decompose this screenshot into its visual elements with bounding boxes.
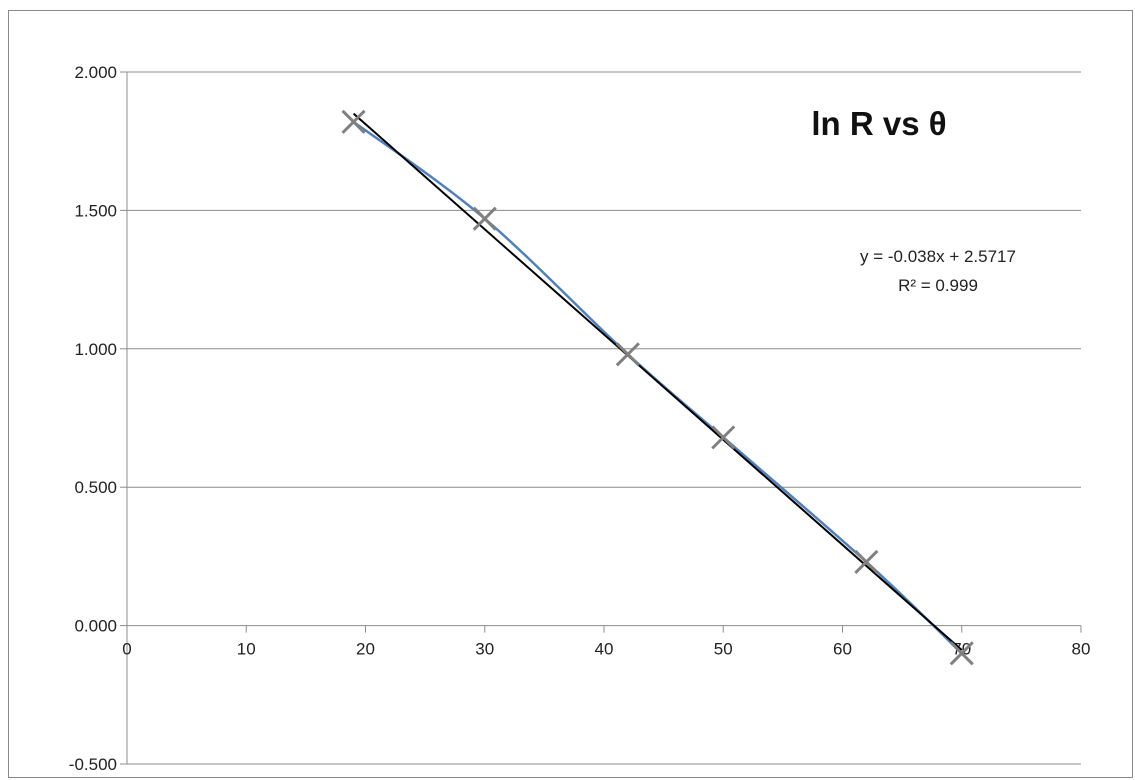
marker-stroke [711,425,736,450]
data-point-marker [711,425,736,450]
y-tick-label: 0.500 [74,478,117,497]
axes [120,71,1082,765]
x-tick-label: 20 [356,640,375,659]
y-tick-label: -0.500 [69,755,117,774]
trendline-equation: y = -0.038x + 2.5717 [860,247,1016,266]
x-tick-label: 80 [1072,640,1091,659]
y-tick-label: 1.000 [74,340,117,359]
linear-trendline [352,112,963,651]
data-markers [341,109,974,666]
trendline-r-squared: R² = 0.999 [898,276,978,295]
marker-stroke [615,342,640,367]
gridlines [127,71,1081,765]
x-tick-label: 60 [833,640,852,659]
chart-svg: -0.500 0.000 0.500 1.000 1.500 2.000 0 10 20 30 4… [69,63,1091,774]
data-point-marker [615,342,640,367]
marker-stroke [472,206,497,231]
x-tick-label: 50 [714,640,733,659]
y-tick-label: 2.000 [74,63,117,82]
x-tick-label: 10 [237,640,256,659]
data-point-marker [472,206,497,231]
series-connector-line [352,120,963,655]
x-tick-label: 40 [595,640,614,659]
data-point-marker [949,641,974,666]
x-tick-label: 0 [122,640,131,659]
data-point-marker [341,109,366,134]
marker-stroke [854,549,879,574]
trendline [352,112,963,651]
data-point-marker [854,549,879,574]
y-tick-label: 1.500 [74,201,117,220]
x-tick-label: 30 [475,640,494,659]
chart-area: -0.500 0.000 0.500 1.000 1.500 2.000 0 10 20 30 4… [8,10,1133,778]
series-line [352,120,963,655]
x-tick-labels: 01020304050607080 [122,640,1090,659]
chart-title: ln R vs θ [811,105,946,142]
y-tick-labels: -0.500 0.000 0.500 1.000 1.500 2.000 [69,63,117,774]
y-tick-label: 0.000 [74,617,117,636]
marker-stroke [949,641,974,666]
marker-stroke [341,109,366,134]
